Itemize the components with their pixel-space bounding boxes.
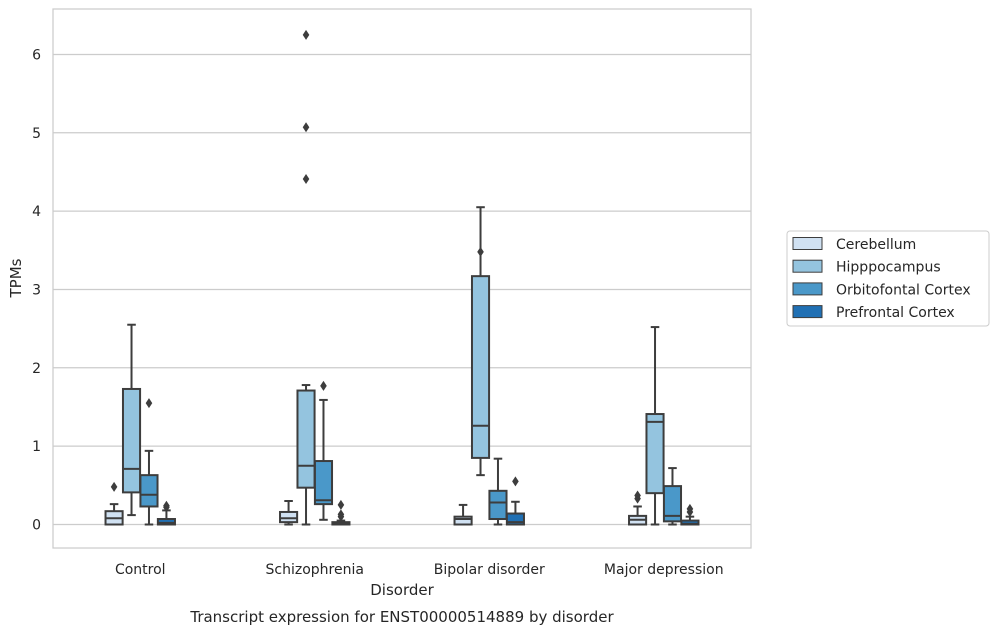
outlier-point (337, 509, 345, 520)
y-tick-label: 2 (32, 361, 41, 377)
x-tick-label: Control (115, 562, 166, 578)
legend: Cerebellum Hipppocampus Orbitofontal Corte… (786, 230, 990, 327)
box-bipolar-disorder-prefrontal-cortex (505, 476, 525, 526)
legend-swatch (792, 237, 823, 250)
box-body (505, 512, 525, 526)
legend-label: Hipppocampus (836, 260, 941, 276)
y-tick-label: 4 (32, 204, 41, 220)
legend-items: Cerebellum Hipppocampus Orbitofontal Corte… (792, 237, 971, 321)
box-bipolar-disorder-hipppocampus (470, 206, 491, 477)
outlier-point (686, 503, 694, 514)
box-major-depression-cerebellum (628, 490, 648, 526)
y-tick-label: 1 (32, 439, 41, 455)
box-schizophrenia-hipppocampus (296, 29, 316, 526)
legend-label: Cerebellum (836, 237, 916, 253)
box-body (470, 275, 491, 459)
x-tick-label: Bipolar disorder (434, 562, 545, 578)
box-bipolar-disorder-cerebellum (453, 503, 473, 526)
boxes-layer (104, 29, 700, 526)
x-tick-labels: Control Schizophrenia Bipolar disorder Majo… (115, 562, 724, 578)
legend-label: Prefrontal Cortex (836, 305, 955, 321)
box-major-depression-orbitofontal-cortex (662, 467, 683, 526)
box-body (313, 460, 334, 506)
outlier-point (145, 398, 153, 409)
legend-swatch (792, 305, 823, 319)
y-tick-label: 3 (32, 282, 41, 298)
box-body (662, 485, 683, 523)
box-body (296, 389, 316, 489)
grid-layer (53, 53, 751, 526)
y-tick-label: 6 (32, 47, 41, 63)
outlier-point (302, 29, 310, 40)
x-tick-label: Major depression (604, 562, 724, 578)
box-major-depression-prefrontal-cortex (680, 503, 700, 526)
outlier-point (320, 380, 327, 391)
legend-swatch (792, 282, 823, 296)
outlier-point (512, 476, 519, 487)
box-body (139, 474, 159, 508)
box-control-orbitofontal-cortex (139, 398, 159, 526)
plot-frame (52, 8, 752, 549)
legend-swatch (792, 259, 823, 273)
box-body (121, 387, 142, 494)
outlier-point (163, 500, 170, 511)
y-tick-label: 0 (32, 517, 41, 533)
outlier-point (634, 490, 641, 501)
box-body (453, 515, 473, 526)
box-body (279, 510, 299, 524)
legend-frame (786, 230, 990, 327)
box-control-prefrontal-cortex (156, 500, 176, 526)
box-schizophrenia-cerebellum (279, 499, 299, 526)
x-axis-label: Disorder (370, 581, 434, 599)
legend-label: Orbitofontal Cortex (836, 282, 971, 298)
box-body (156, 518, 176, 526)
outlier-point (337, 499, 345, 510)
outlier-point (477, 246, 484, 257)
box-control-hipppocampus (121, 323, 142, 517)
box-body (645, 413, 665, 495)
box-control-cerebellum (104, 481, 124, 526)
y-axis-label: TPMs (7, 258, 25, 298)
y-tick-labels: 0 1 2 3 4 5 6 (32, 47, 41, 533)
y-tick-label: 5 (32, 126, 41, 142)
box-schizophrenia-orbitofontal-cortex (313, 380, 334, 521)
box-bipolar-disorder-orbitofontal-cortex (488, 457, 508, 526)
box-major-depression-hipppocampus (645, 326, 665, 526)
x-tick-label: Schizophrenia (266, 562, 364, 578)
outlier-point (110, 481, 118, 492)
outlier-point (302, 122, 310, 133)
box-body (488, 489, 508, 521)
box-schizophrenia-prefrontal-cortex (331, 499, 351, 526)
chart-title: Transcript expression for ENST0000051488… (189, 608, 614, 626)
outlier-point (302, 174, 310, 185)
